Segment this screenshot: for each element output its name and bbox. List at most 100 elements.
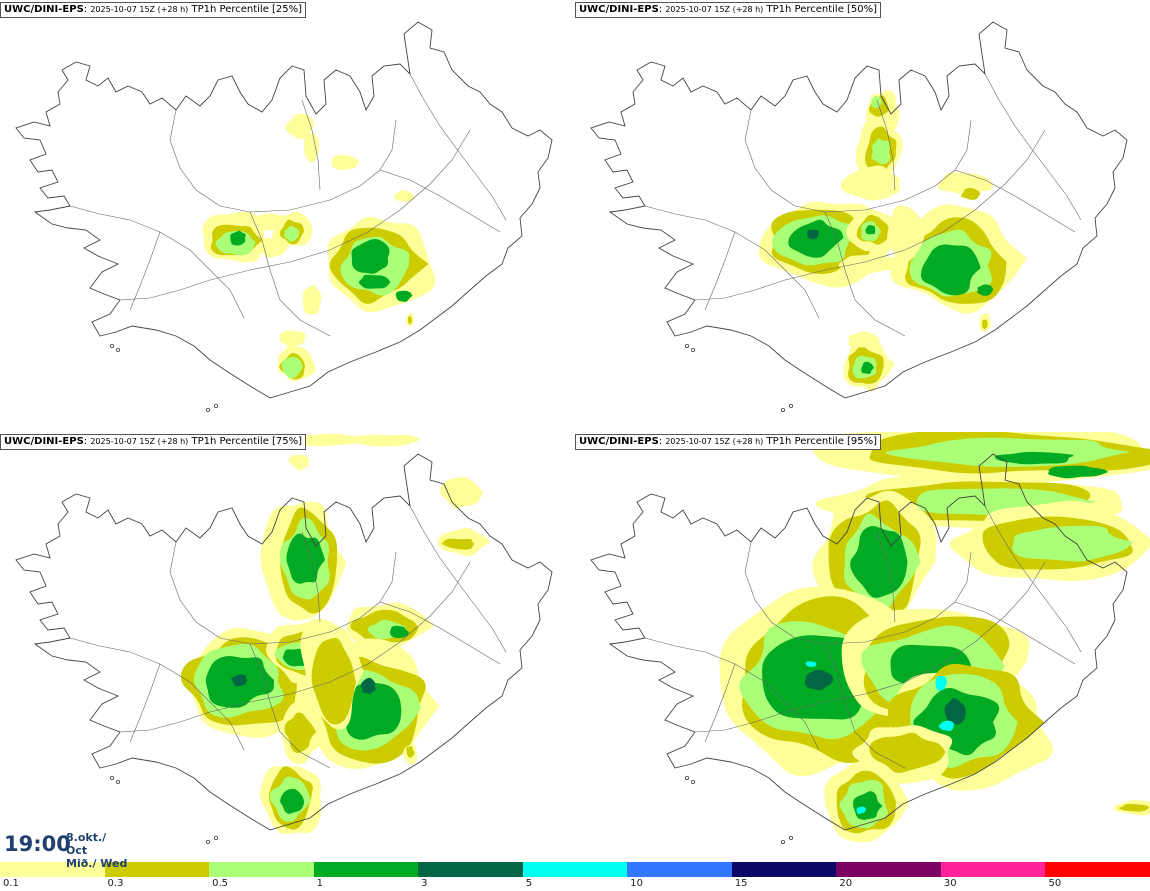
region-boundary	[129, 231, 161, 311]
run-info: 2025-10-07 15Z (+28 h)	[90, 437, 189, 446]
precip-contour	[280, 788, 305, 814]
precip-contour	[937, 172, 993, 194]
precip-map	[590, 432, 1150, 844]
valid-date: 8.okt./ Oct Mið./ Wed	[66, 831, 128, 870]
precip-contour	[406, 745, 415, 758]
precip-contour	[231, 674, 248, 687]
region-boundary	[954, 601, 1076, 665]
precip-contours	[180, 433, 491, 835]
panel-title: UWC/DINI-EPS: 2025-10-07 15Z (+28 h) TP1…	[575, 434, 882, 450]
precip-contour	[805, 661, 817, 667]
valid-time-box: 19:00 8.okt./ Oct Mið./ Wed	[0, 828, 128, 870]
precip-contour	[915, 488, 1096, 517]
precip-contour	[861, 361, 875, 375]
region-boundary	[301, 531, 321, 623]
island-outline	[788, 835, 793, 840]
precip-contour	[302, 284, 322, 315]
precip-contour	[351, 238, 390, 274]
region-boundary	[744, 541, 972, 645]
colorbar-label: 20	[839, 878, 853, 889]
precip-contour	[938, 720, 954, 731]
precip-contour	[284, 225, 300, 242]
island-outline	[116, 347, 121, 352]
panel-title: UWC/DINI-EPS: 2025-10-07 15Z (+28 h) TP1…	[0, 434, 307, 450]
valid-date-line1: 8.okt./ Oct	[66, 831, 107, 857]
island-outline	[780, 407, 785, 412]
region-boundary	[876, 531, 896, 623]
precip-contours	[202, 113, 436, 382]
precip-contour	[977, 284, 994, 296]
valid-time-clock: 19:00	[4, 832, 71, 856]
map-panel-95: UWC/DINI-EPS: 2025-10-07 15Z (+28 h) TP1…	[575, 432, 1150, 862]
precip-contour	[259, 237, 288, 258]
precip-contour	[286, 533, 326, 584]
precip-contour	[285, 113, 314, 140]
region-boundary	[129, 663, 161, 743]
map-panel-50: UWC/DINI-EPS: 2025-10-07 15Z (+28 h) TP1…	[575, 0, 1150, 430]
precip-contour	[395, 290, 413, 302]
island-outline	[205, 407, 210, 412]
iceland-coastline	[15, 21, 553, 399]
region-boundary	[824, 643, 906, 769]
run-info: 2025-10-07 15Z (+28 h)	[665, 5, 764, 14]
region-boundary	[694, 129, 1046, 301]
region-boundary	[744, 109, 972, 213]
panel-title: UWC/DINI-EPS: 2025-10-07 15Z (+28 h) TP1…	[575, 2, 882, 18]
region-boundary	[409, 73, 507, 221]
precip-contour	[279, 330, 306, 347]
island-outline	[780, 839, 785, 844]
region-boundary	[704, 663, 736, 743]
colorbar-swatch	[1045, 862, 1150, 877]
precip-contour	[252, 213, 285, 231]
run-info: 2025-10-07 15Z (+28 h)	[90, 5, 189, 14]
model-name: UWC/DINI-EPS	[579, 4, 659, 15]
region-boundary	[824, 211, 906, 337]
colorbar-label: 5	[525, 878, 533, 889]
colorbar-swatch	[940, 862, 1046, 877]
precip-contour	[869, 732, 946, 773]
colorbar-label: 50	[1048, 878, 1062, 889]
precip-contour	[344, 434, 421, 447]
param-name: TP1h Percentile [75%]	[191, 436, 303, 447]
precip-contour	[847, 331, 880, 348]
precip-contour	[981, 319, 988, 330]
precip-contour	[358, 274, 391, 289]
region-boundary	[644, 637, 820, 751]
model-name: UWC/DINI-EPS	[579, 436, 659, 447]
precip-map	[590, 21, 1128, 412]
precip-contour	[871, 95, 882, 109]
precip-contour	[807, 229, 819, 240]
region-boundary	[409, 505, 507, 653]
colorbar-swatch	[313, 862, 419, 877]
region-boundary	[169, 109, 397, 213]
precip-map	[15, 21, 553, 412]
precip-contour	[230, 230, 246, 246]
model-name: UWC/DINI-EPS	[4, 4, 84, 15]
colorbar-label: 0.3	[107, 878, 124, 889]
colorbar-swatch	[0, 862, 105, 877]
precip-contour	[288, 454, 310, 471]
precip-contour	[1012, 525, 1133, 562]
colorbar-label: 10	[630, 878, 643, 889]
island-outline	[685, 775, 690, 780]
param-name: TP1h Percentile [25%]	[191, 4, 303, 15]
precip-contour	[841, 165, 900, 201]
precip-contour	[331, 154, 360, 171]
colorbar-swatch	[522, 862, 628, 877]
colorbar-labels: 0.1 0.3 0.5 1 3 5 10 15 20 30 50	[0, 877, 1150, 891]
region-boundary	[301, 99, 321, 191]
colorbar-label: 3	[421, 878, 428, 889]
map-panel-25: UWC/DINI-EPS: 2025-10-07 15Z (+28 h) TP1…	[0, 0, 575, 430]
precip-contour	[281, 356, 303, 379]
colorbar-swatch	[104, 862, 210, 877]
valid-date-line2: Mið./ Wed	[66, 857, 128, 870]
param-name: TP1h Percentile [95%]	[766, 436, 878, 447]
precip-contour	[885, 437, 1131, 467]
precip-contour	[1118, 803, 1149, 812]
island-outline	[213, 835, 218, 840]
island-outline	[205, 839, 210, 844]
island-outline	[691, 779, 696, 784]
colorbar-label: 0.5	[212, 878, 228, 889]
region-boundary	[249, 643, 331, 769]
precip-contour	[440, 477, 483, 509]
